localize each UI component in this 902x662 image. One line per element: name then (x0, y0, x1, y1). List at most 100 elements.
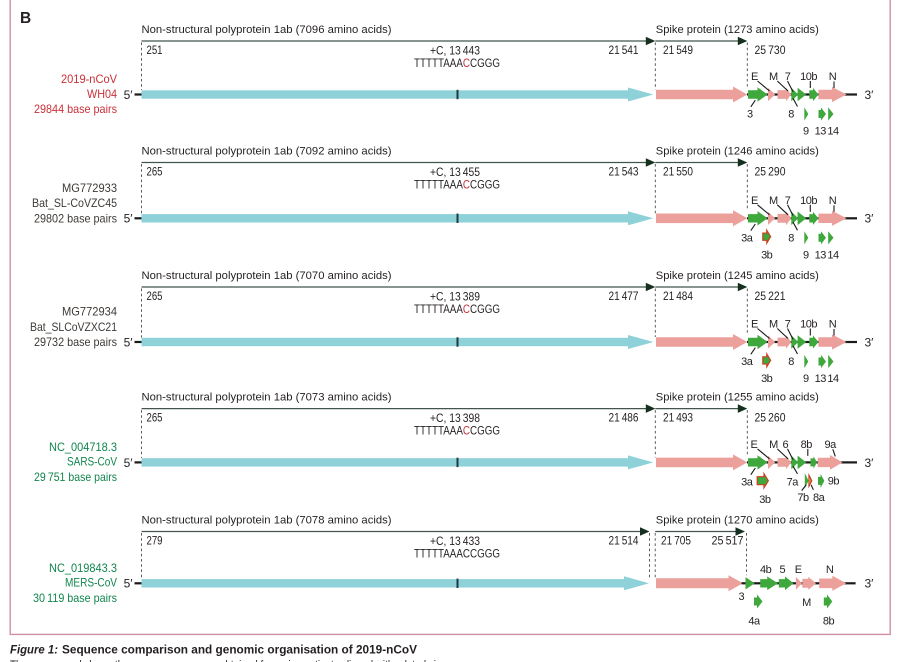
svg-text:25 290: 25 290 (755, 165, 786, 179)
svg-text:MG772933: MG772933 (62, 181, 117, 195)
svg-text:279: 279 (147, 534, 163, 548)
svg-text:21 493: 21 493 (663, 411, 693, 425)
svg-text:Spike protein (1270 amino acid: Spike protein (1270 amino acids) (656, 515, 819, 527)
svg-text:5′: 5′ (124, 577, 134, 591)
svg-text:M: M (769, 71, 778, 83)
svg-text:E: E (795, 564, 802, 576)
svg-text:21 550: 21 550 (663, 165, 693, 179)
svg-text:MG772934: MG772934 (62, 305, 117, 319)
svg-text:25 730: 25 730 (755, 43, 786, 57)
svg-text:265: 265 (147, 411, 163, 425)
svg-text:N: N (829, 71, 837, 83)
svg-text:9: 9 (803, 373, 809, 385)
svg-text:21 549: 21 549 (663, 43, 693, 57)
svg-text:TTTTTAAACCGGG: TTTTTAAACCGGG (414, 180, 500, 192)
svg-text:+C, 13 455: +C, 13 455 (430, 167, 480, 179)
svg-text:8: 8 (788, 233, 794, 245)
svg-text:21 705: 21 705 (661, 534, 691, 548)
svg-text:30 119 base pairs: 30 119 base pairs (33, 591, 117, 605)
svg-text:+C, 13 389: +C, 13 389 (430, 292, 480, 304)
svg-text:8a: 8a (813, 492, 826, 504)
svg-text:N: N (829, 319, 837, 331)
svg-text:TTTTTAAACCGGG: TTTTTAAACCGGG (414, 304, 500, 316)
svg-text:21 541: 21 541 (609, 43, 639, 57)
svg-text:Figure 1:: Figure 1: (10, 645, 58, 657)
svg-text:Non-structural polyprotein 1ab: Non-structural polyprotein 1ab (7073 ami… (142, 392, 392, 404)
svg-text:10b: 10b (800, 195, 817, 207)
svg-text:3b: 3b (761, 373, 773, 385)
svg-text:E: E (751, 195, 758, 207)
svg-text:Bat_SL-CoVZC45: Bat_SL-CoVZC45 (32, 196, 117, 210)
svg-text:TTTTTAAACCGGG: TTTTTAAACCGGG (414, 426, 500, 438)
svg-text:5′: 5′ (124, 212, 134, 226)
svg-text:8: 8 (788, 356, 794, 368)
svg-text:9b: 9b (828, 476, 840, 488)
svg-text:TTTTTAAACCGGG: TTTTTAAACCGGG (414, 549, 500, 561)
svg-text:21 486: 21 486 (609, 411, 639, 425)
svg-text:7: 7 (785, 71, 791, 83)
svg-text:+C, 13 433: +C, 13 433 (430, 536, 480, 548)
svg-text:8b: 8b (823, 615, 835, 627)
svg-text:3′: 3′ (865, 212, 875, 226)
svg-text:10b: 10b (800, 319, 817, 331)
svg-text:265: 265 (147, 165, 163, 179)
svg-text:Non-structural polyprotein 1ab: Non-structural polyprotein 1ab (7078 ami… (142, 515, 392, 527)
svg-text:4b: 4b (760, 564, 772, 576)
svg-text:25 260: 25 260 (755, 411, 786, 425)
svg-text:WH04: WH04 (87, 87, 117, 101)
svg-text:N: N (826, 564, 834, 576)
svg-text:3: 3 (738, 591, 744, 603)
svg-text:8b: 8b (801, 439, 813, 451)
svg-text:8: 8 (788, 109, 794, 121)
svg-text:5′: 5′ (124, 88, 134, 102)
svg-text:3: 3 (747, 109, 753, 121)
svg-text:6: 6 (782, 439, 788, 451)
svg-text:29802 base pairs: 29802 base pairs (34, 211, 117, 225)
svg-text:251: 251 (147, 43, 163, 57)
svg-text:Non-structural polyprotein 1ab: Non-structural polyprotein 1ab (7096 ami… (142, 24, 392, 36)
svg-text:5′: 5′ (124, 456, 134, 470)
svg-text:7a: 7a (787, 477, 800, 489)
svg-text:+C, 13 443: +C, 13 443 (430, 46, 480, 58)
svg-text:Sequence comparison and genomi: Sequence comparison and genomic organisa… (62, 645, 417, 657)
svg-text:3a: 3a (741, 356, 754, 368)
svg-text:B: B (20, 10, 31, 27)
svg-text:M: M (769, 439, 778, 451)
svg-text:13: 13 (815, 126, 827, 138)
svg-text:E: E (750, 439, 757, 451)
svg-text:21 543: 21 543 (609, 165, 639, 179)
svg-text:NC_019843.3: NC_019843.3 (49, 561, 117, 575)
svg-text:3′: 3′ (865, 335, 875, 349)
svg-text:3′: 3′ (865, 456, 875, 470)
svg-text:2019-nCoV: 2019-nCoV (61, 72, 117, 86)
svg-text:21 477: 21 477 (609, 289, 639, 303)
svg-text:MERS-CoV: MERS-CoV (65, 576, 117, 590)
svg-text:9a: 9a (824, 439, 837, 451)
svg-text:7: 7 (785, 319, 791, 331)
svg-text:SARS-CoV: SARS-CoV (67, 455, 117, 469)
svg-text:10b: 10b (800, 71, 817, 83)
svg-text:3′: 3′ (865, 88, 875, 102)
svg-text:21 484: 21 484 (663, 289, 693, 303)
svg-text:7b: 7b (797, 492, 809, 504)
svg-text:M: M (802, 597, 811, 609)
svg-text:M: M (769, 319, 778, 331)
svg-text:Spike protein (1273 amino acid: Spike protein (1273 amino acids) (656, 24, 819, 36)
svg-text:Spike protein (1245 amino acid: Spike protein (1245 amino acids) (656, 270, 819, 282)
svg-text:3a: 3a (741, 233, 754, 245)
svg-text:265: 265 (147, 289, 163, 303)
svg-text:14: 14 (827, 373, 839, 385)
svg-text:Non-structural polyprotein 1ab: Non-structural polyprotein 1ab (7070 ami… (142, 270, 392, 282)
svg-text:25 517: 25 517 (712, 534, 744, 548)
svg-text:3b: 3b (761, 249, 773, 261)
svg-text:13: 13 (815, 373, 827, 385)
svg-text:Spike protein (1246 amino acid: Spike protein (1246 amino acids) (656, 146, 819, 158)
svg-text:The upper panel shows the geno: The upper panel shows the genome sequenc… (10, 659, 460, 662)
svg-text:N: N (829, 195, 837, 207)
svg-text:NC_004718.3: NC_004718.3 (49, 440, 117, 454)
svg-text:E: E (751, 319, 758, 331)
svg-text:29732 base pairs: 29732 base pairs (34, 335, 117, 349)
svg-text:M: M (769, 195, 778, 207)
svg-text:13: 13 (815, 249, 827, 261)
svg-text:14: 14 (827, 249, 839, 261)
